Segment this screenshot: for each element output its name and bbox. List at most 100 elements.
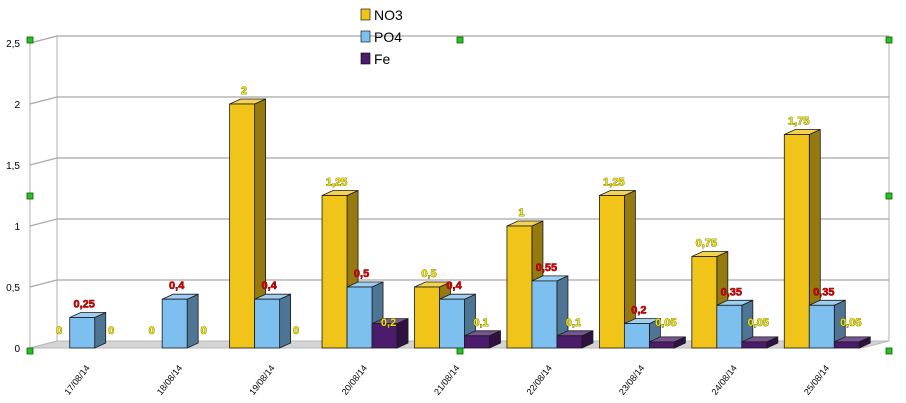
data-label: 0,5 bbox=[354, 268, 369, 280]
x-tick-label: 17/08/14 bbox=[62, 363, 91, 397]
data-label: 0,75 bbox=[696, 238, 717, 250]
x-tick-label: 22/08/14 bbox=[525, 363, 554, 397]
data-label: 1 bbox=[518, 207, 524, 219]
data-label: 0,4 bbox=[261, 280, 277, 292]
bar-fe bbox=[556, 330, 594, 349]
bar-fe bbox=[648, 336, 686, 349]
bar-front bbox=[741, 341, 768, 349]
bar-po4 bbox=[808, 299, 846, 349]
legend-swatch bbox=[360, 52, 371, 65]
gridline-side bbox=[29, 218, 58, 227]
data-label: 1,25 bbox=[326, 177, 347, 189]
data-label: 0,55 bbox=[536, 262, 557, 274]
bar-front bbox=[716, 304, 743, 349]
data-label: 0 bbox=[293, 325, 299, 337]
data-label: 0,25 bbox=[74, 299, 95, 311]
data-label: 0,2 bbox=[631, 305, 646, 317]
data-label: 0,4 bbox=[446, 280, 462, 292]
grid bbox=[29, 35, 890, 349]
bar-po4 bbox=[254, 293, 292, 349]
resize-handle[interactable] bbox=[456, 347, 464, 355]
data-label: 0,05 bbox=[748, 317, 769, 329]
legend: NO3 PO4 Fe bbox=[360, 7, 403, 67]
bar-side bbox=[94, 311, 107, 349]
x-tick-label: 18/08/14 bbox=[155, 363, 184, 397]
gridline-side bbox=[29, 279, 58, 288]
resize-handle[interactable] bbox=[885, 36, 893, 44]
gridline-side bbox=[29, 157, 58, 166]
bar-fe bbox=[741, 336, 779, 349]
legend-swatch bbox=[360, 8, 371, 21]
bar-po4 bbox=[716, 299, 754, 349]
data-label: 0,2 bbox=[381, 317, 396, 329]
data-label: 0 bbox=[56, 325, 62, 337]
bar-front bbox=[598, 195, 625, 349]
x-tick-label: 24/08/14 bbox=[709, 363, 738, 397]
gridline-side bbox=[29, 96, 58, 105]
bar-front bbox=[254, 298, 281, 349]
legend-item-no3: NO3 bbox=[360, 7, 403, 23]
bar-no3 bbox=[783, 128, 821, 349]
data-label: 0,05 bbox=[840, 317, 861, 329]
resize-handle[interactable] bbox=[26, 347, 34, 355]
data-labels: 0 0,25 0 0 0,4 0 2 0,4 0 1,25 0,5 0,2 0,5 0,4 0,1 1 0,55… bbox=[56, 85, 862, 338]
legend-swatch bbox=[360, 30, 371, 43]
bar-front bbox=[556, 335, 583, 349]
bar-fe bbox=[371, 317, 409, 349]
bar-no3 bbox=[229, 98, 267, 349]
selection-handles bbox=[26, 36, 893, 355]
bar-front bbox=[414, 286, 440, 349]
y-tick-label: 1,5 bbox=[6, 161, 20, 172]
bar-front bbox=[531, 280, 558, 349]
bar-front bbox=[69, 317, 96, 349]
resize-handle[interactable] bbox=[26, 36, 34, 44]
bar-po4 bbox=[161, 293, 199, 349]
bar-front bbox=[161, 298, 188, 349]
bar-front bbox=[506, 225, 533, 349]
x-tick-label: 21/08/14 bbox=[432, 363, 461, 397]
y-tick-label: 2 bbox=[14, 100, 20, 111]
data-label: 0,35 bbox=[813, 286, 834, 298]
bar-front bbox=[808, 304, 835, 349]
bar-front bbox=[439, 298, 465, 349]
resize-handle[interactable] bbox=[885, 192, 893, 200]
side-wall bbox=[29, 35, 58, 349]
data-label: 0,35 bbox=[721, 286, 742, 298]
bar-front bbox=[371, 323, 398, 349]
bar-front bbox=[229, 103, 256, 349]
data-label: 0,05 bbox=[655, 317, 676, 329]
bar-front bbox=[464, 335, 490, 349]
resize-handle[interactable] bbox=[456, 36, 464, 44]
legend-item-po4: PO4 bbox=[360, 29, 402, 45]
data-label: 0,1 bbox=[473, 317, 488, 329]
resize-handle[interactable] bbox=[885, 347, 893, 355]
bar-front bbox=[623, 323, 650, 349]
legend-label: PO4 bbox=[374, 29, 402, 45]
x-tick-label: 20/08/14 bbox=[340, 363, 369, 397]
data-label: 0,4 bbox=[169, 280, 185, 292]
bar-side bbox=[279, 293, 292, 349]
y-tick-label: 2,5 bbox=[6, 39, 20, 50]
x-tick-label: 23/08/14 bbox=[617, 363, 646, 397]
bar-no3 bbox=[598, 189, 636, 349]
gridline-side bbox=[29, 35, 58, 44]
data-label: 0 bbox=[201, 325, 207, 337]
y-tick-label: 0 bbox=[14, 344, 20, 355]
y-tick-label: 0,5 bbox=[6, 283, 20, 294]
bar-fe bbox=[833, 336, 871, 349]
bar-po4 bbox=[531, 275, 569, 349]
legend-item-fe: Fe bbox=[360, 51, 391, 67]
bar-fe bbox=[464, 330, 501, 349]
data-label: 0 bbox=[108, 325, 114, 337]
bar-side bbox=[186, 293, 199, 349]
bar-front bbox=[833, 341, 860, 349]
x-axis: 17/08/14 18/08/14 19/08/14 20/08/14 21/08/14… bbox=[62, 363, 831, 397]
data-label: 1,25 bbox=[603, 177, 624, 189]
bar-front bbox=[783, 134, 810, 349]
x-tick-label: 25/08/14 bbox=[802, 363, 831, 397]
x-tick-label: 19/08/14 bbox=[247, 363, 276, 397]
bar-front bbox=[346, 286, 373, 349]
resize-handle[interactable] bbox=[26, 192, 34, 200]
y-axis: 0 0,5 1 1,5 2 2,5 bbox=[6, 39, 20, 355]
legend-label: Fe bbox=[374, 51, 391, 67]
